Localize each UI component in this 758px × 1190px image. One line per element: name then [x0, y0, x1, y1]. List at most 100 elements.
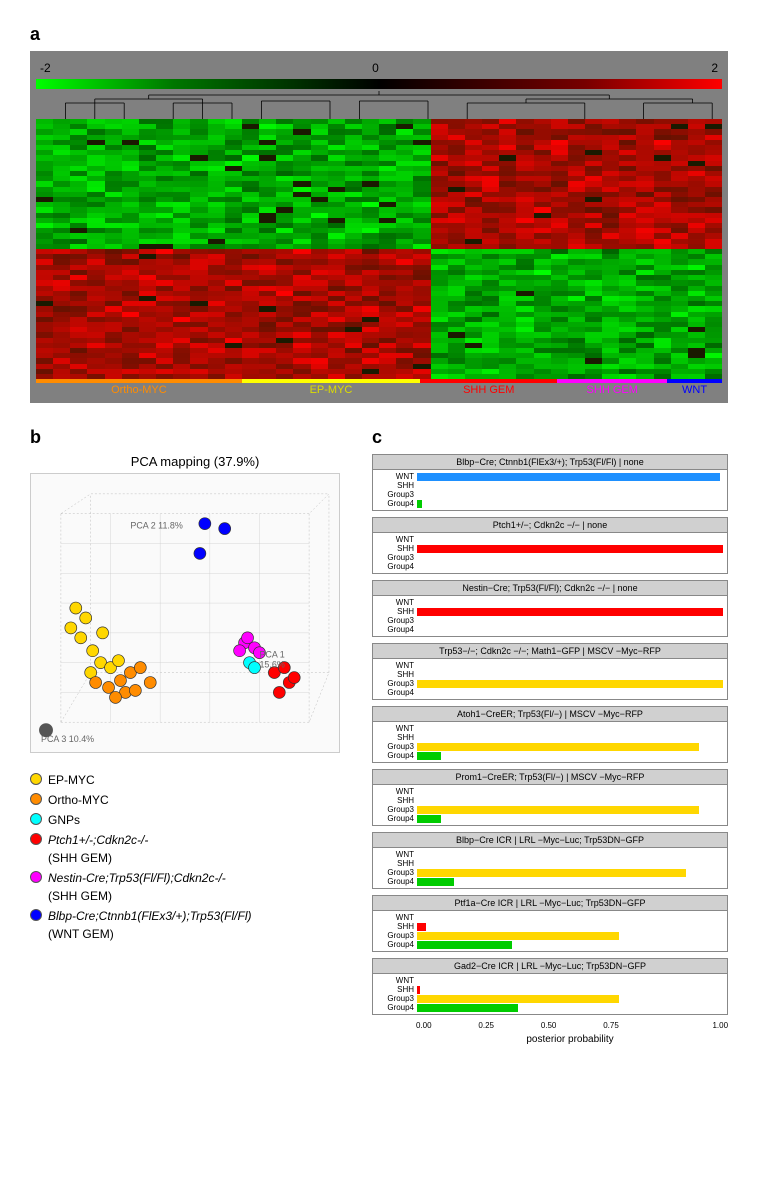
- panel-a: a -2 0 2: [30, 24, 728, 403]
- legend-text: GNPs: [48, 811, 80, 829]
- row-label: SHH: [377, 733, 417, 742]
- probability-chart: Gad2−Cre ICR | LRL −Myc−Luc; Trp53DN−GFP…: [372, 958, 728, 1015]
- scale-gradient: [36, 79, 722, 89]
- row-label: Group4: [377, 877, 417, 886]
- chart-title: Atoh1−CreER; Trp53(Fl/−) | MSCV −Myc−RFP: [372, 706, 728, 722]
- row-label: Group4: [377, 814, 417, 823]
- probability-bar: [417, 878, 454, 886]
- row-label: WNT: [377, 976, 417, 985]
- chart-body: WNTSHHGroup3Group4: [372, 848, 728, 889]
- svg-text:PCA 2 11.8%: PCA 2 11.8%: [130, 521, 182, 531]
- heatmap-container: -2 0 2: [30, 51, 728, 403]
- chart-title: Blbp−Cre ICR | LRL −Myc−Luc; Trp53DN−GFP: [372, 832, 728, 848]
- chart-body: WNTSHHGroup3Group4: [372, 533, 728, 574]
- probability-bar: [417, 680, 723, 688]
- row-label: Group3: [377, 742, 417, 751]
- row-label: SHH: [377, 859, 417, 868]
- probability-bar: [417, 995, 619, 1003]
- row-label: SHH: [377, 607, 417, 616]
- chart-title: Ptch1+/−; Cdkn2c −/− | none: [372, 517, 728, 533]
- chart-title: Trp53−/−; Cdkn2c −/−; Math1−GFP | MSCV −…: [372, 643, 728, 659]
- chart-body: WNTSHHGroup3Group4: [372, 785, 728, 826]
- chart-title: Ptf1a−Cre ICR | LRL −Myc−Luc; Trp53DN−GF…: [372, 895, 728, 911]
- probability-chart: Blbp−Cre ICR | LRL −Myc−Luc; Trp53DN−GFP…: [372, 832, 728, 889]
- row-label: WNT: [377, 598, 417, 607]
- legend-text: Ptch1+/-;Cdkn2c-/-(SHH GEM): [48, 831, 148, 867]
- probability-bar: [417, 923, 426, 931]
- legend-text: Blbp-Cre;Ctnnb1(FlEx3/+);Trp53(Fl/Fl)(WN…: [48, 907, 252, 943]
- panel-b-label: b: [30, 427, 360, 448]
- row-label: Group3: [377, 679, 417, 688]
- legend-dot: [30, 833, 42, 845]
- x-axis: 0.000.250.500.751.00: [372, 1021, 728, 1030]
- group-label: SHH GEM: [420, 379, 557, 397]
- row-label: WNT: [377, 472, 417, 481]
- chart-body: WNTSHHGroup3Group4: [372, 911, 728, 952]
- row-label: SHH: [377, 922, 417, 931]
- row-label: Group3: [377, 805, 417, 814]
- group-label: WNT: [667, 379, 722, 397]
- chart-title: Nestin−Cre; Trp53(Fl/Fl); Cdkn2c −/− | n…: [372, 580, 728, 596]
- chart-title: Gad2−Cre ICR | LRL −Myc−Luc; Trp53DN−GFP: [372, 958, 728, 974]
- legend-text: Nestin-Cre;Trp53(Fl/Fl);Cdkn2c-/-(SHH GE…: [48, 869, 226, 905]
- panel-a-label: a: [30, 24, 728, 45]
- row-label: Group4: [377, 751, 417, 760]
- row-label: WNT: [377, 724, 417, 733]
- probability-bar: [417, 500, 422, 508]
- panel-b: b PCA mapping (37.9%): [30, 427, 360, 1045]
- probability-bar: [417, 986, 420, 994]
- pca-plot: PCA 2 11.8% PCA 1 15.6% PCA 3 10.4%: [30, 473, 340, 753]
- row-label: WNT: [377, 913, 417, 922]
- row-label: SHH: [377, 796, 417, 805]
- pca-title: PCA mapping (37.9%): [30, 454, 360, 469]
- probability-bar: [417, 608, 723, 616]
- row-label: SHH: [377, 544, 417, 553]
- row-label: Group3: [377, 616, 417, 625]
- row-label: Group4: [377, 1003, 417, 1012]
- probability-bar: [417, 473, 720, 481]
- probability-bar: [417, 932, 619, 940]
- scale-mid: 0: [372, 61, 379, 75]
- panel-c-label: c: [372, 427, 728, 448]
- group-label: SHH GEM: [557, 379, 667, 397]
- probability-chart: Trp53−/−; Cdkn2c −/−; Math1−GFP | MSCV −…: [372, 643, 728, 700]
- dendrogram: [36, 89, 722, 119]
- row-label: SHH: [377, 481, 417, 490]
- legend-item: GNPs: [30, 811, 360, 829]
- probability-chart: Ptf1a−Cre ICR | LRL −Myc−Luc; Trp53DN−GF…: [372, 895, 728, 952]
- pca-legend: EP-MYCOrtho-MYCGNPsPtch1+/-;Cdkn2c-/-(SH…: [30, 771, 360, 943]
- legend-dot: [30, 813, 42, 825]
- probability-bar: [417, 815, 441, 823]
- row-label: Group3: [377, 868, 417, 877]
- legend-dot: [30, 909, 42, 921]
- row-label: Group3: [377, 490, 417, 499]
- chart-body: WNTSHHGroup3Group4: [372, 974, 728, 1015]
- probability-chart: Atoh1−CreER; Trp53(Fl/−) | MSCV −Myc−RFP…: [372, 706, 728, 763]
- scale-min: -2: [40, 61, 51, 75]
- probability-chart: Blbp−Cre; Ctnnb1(FlEx3/+); Trp53(Fl/Fl) …: [372, 454, 728, 511]
- probability-charts: Blbp−Cre; Ctnnb1(FlEx3/+); Trp53(Fl/Fl) …: [372, 454, 728, 1015]
- chart-body: WNTSHHGroup3Group4: [372, 470, 728, 511]
- row-label: WNT: [377, 661, 417, 670]
- row-label: WNT: [377, 535, 417, 544]
- probability-bar: [417, 869, 686, 877]
- row-label: Group3: [377, 931, 417, 940]
- chart-body: WNTSHHGroup3Group4: [372, 722, 728, 763]
- group-label: EP-MYC: [242, 379, 420, 397]
- chart-body: WNTSHHGroup3Group4: [372, 596, 728, 637]
- row-label: Group4: [377, 940, 417, 949]
- row-label: Group4: [377, 499, 417, 508]
- x-axis-label: posterior probability: [372, 1034, 728, 1045]
- legend-item: Ptch1+/-;Cdkn2c-/-(SHH GEM): [30, 831, 360, 867]
- svg-text:15.6%: 15.6%: [259, 660, 284, 670]
- probability-bar: [417, 743, 699, 751]
- row-label: SHH: [377, 985, 417, 994]
- chart-title: Prom1−CreER; Trp53(Fl/−) | MSCV −Myc−RFP: [372, 769, 728, 785]
- legend-item: Nestin-Cre;Trp53(Fl/Fl);Cdkn2c-/-(SHH GE…: [30, 869, 360, 905]
- chart-title: Blbp−Cre; Ctnnb1(FlEx3/+); Trp53(Fl/Fl) …: [372, 454, 728, 470]
- panel-c: c Blbp−Cre; Ctnnb1(FlEx3/+); Trp53(Fl/Fl…: [372, 427, 728, 1045]
- legend-dot: [30, 773, 42, 785]
- probability-bar: [417, 545, 723, 553]
- probability-bar: [417, 941, 512, 949]
- row-label: Group4: [377, 688, 417, 697]
